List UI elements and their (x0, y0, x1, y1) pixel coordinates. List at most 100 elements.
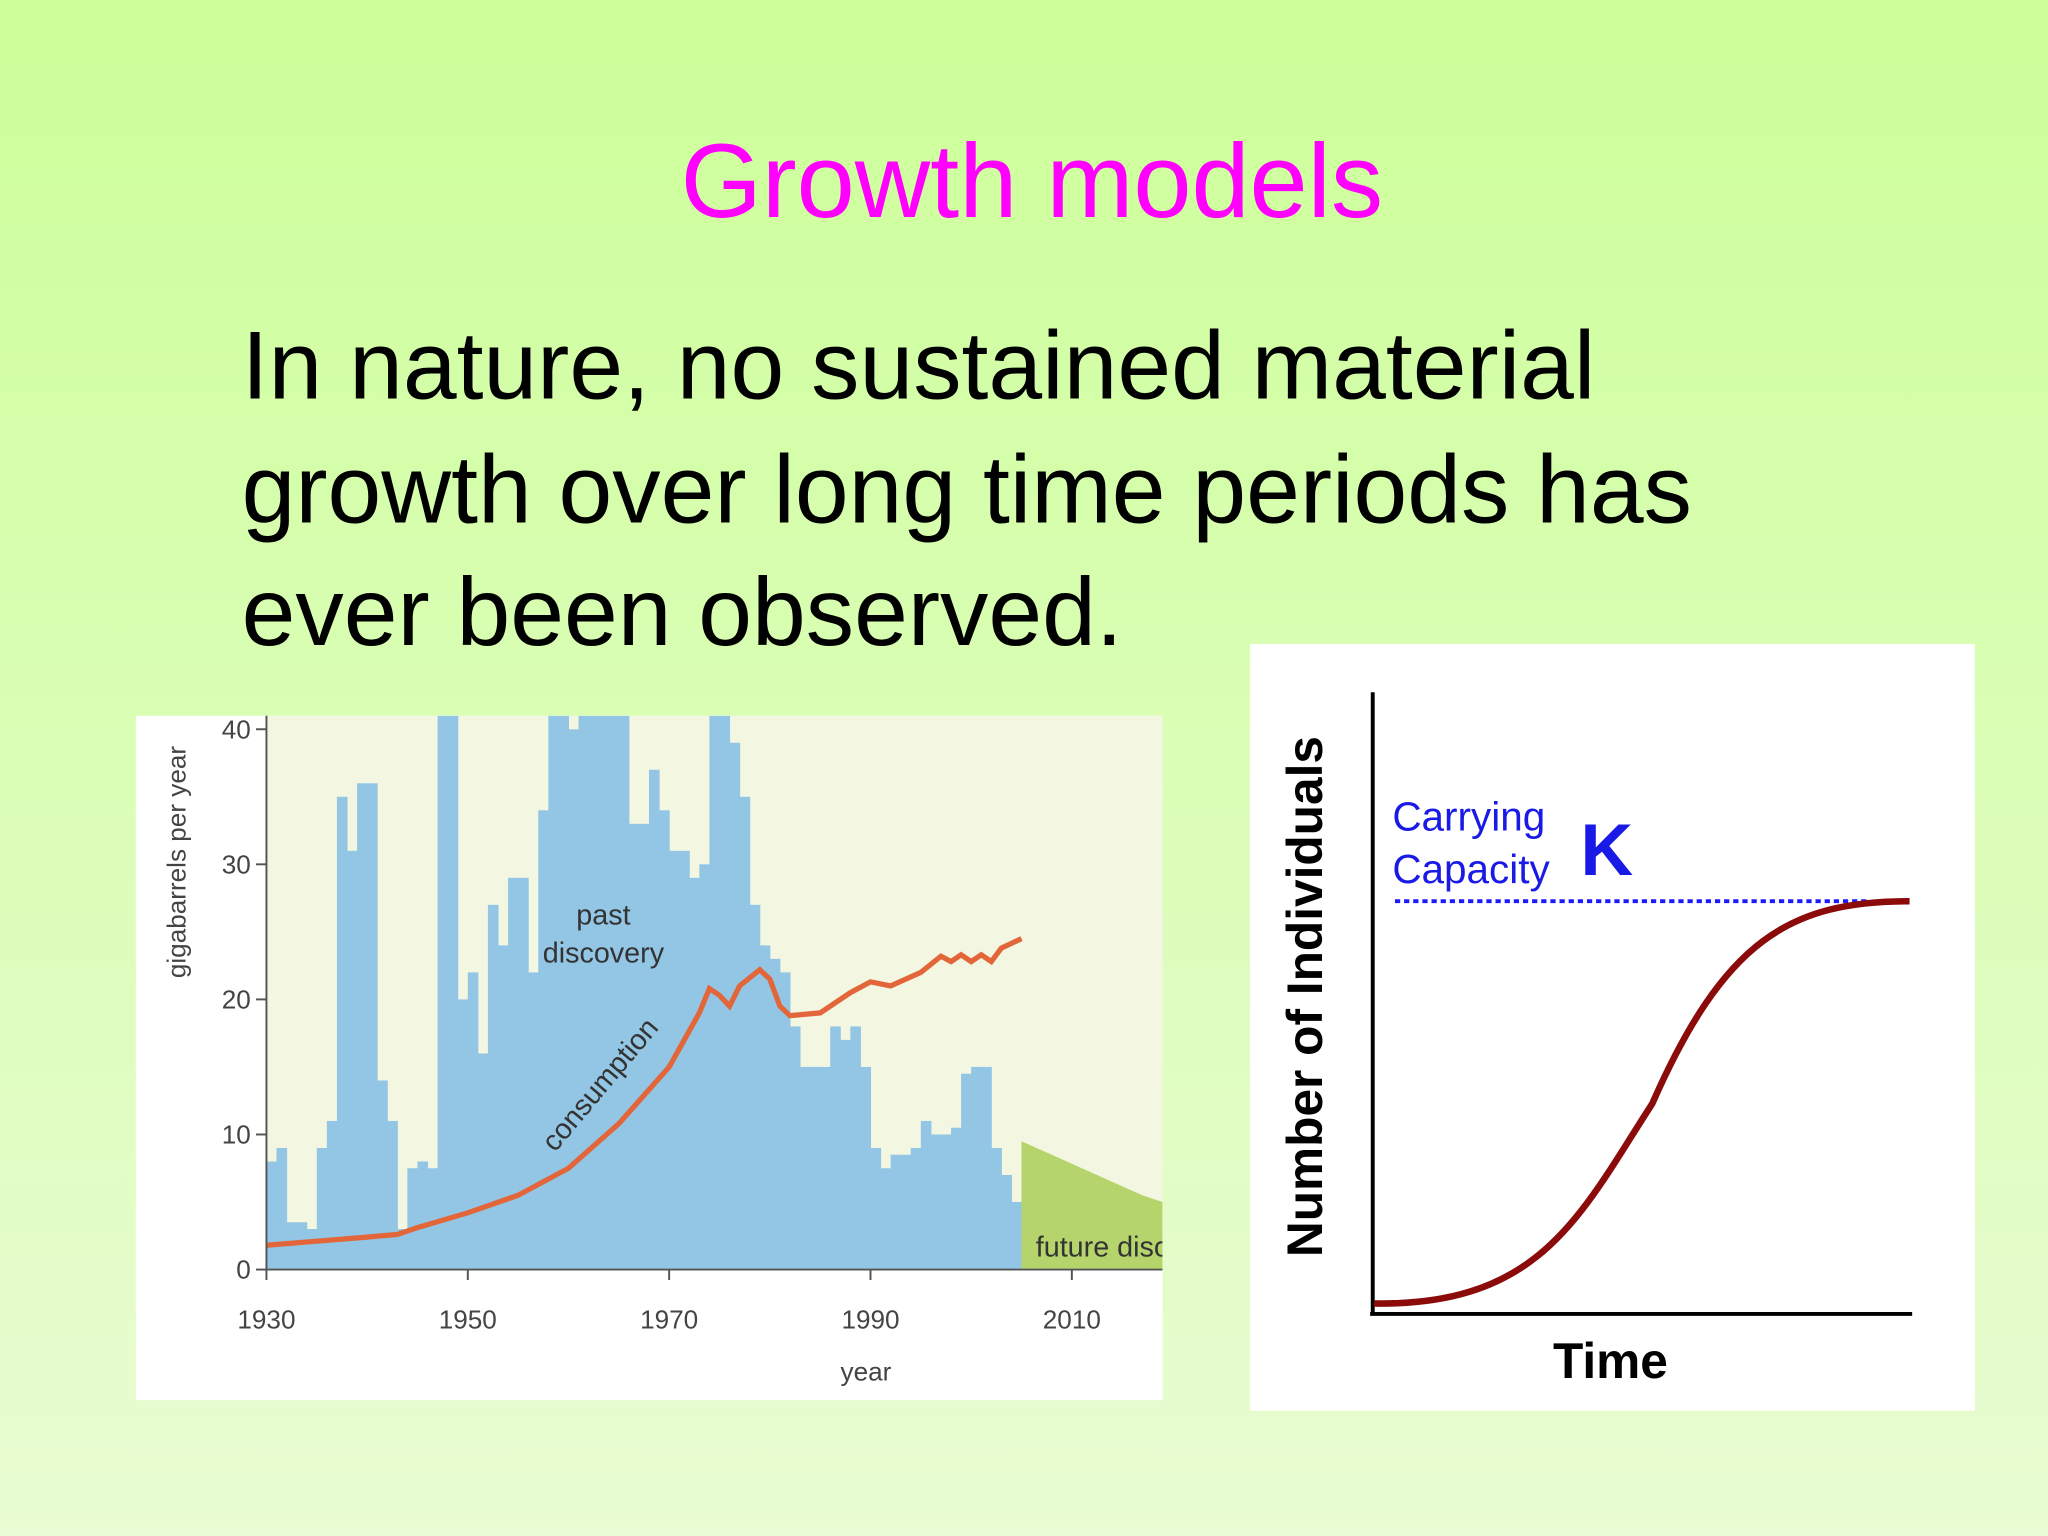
bar (296, 1222, 308, 1270)
x-tick-label: 1930 (237, 1304, 295, 1334)
bar (679, 850, 690, 1270)
logistic-chart: Number of Individuals Time Carrying Capa… (1249, 643, 1975, 1411)
slide-title: Growth models (681, 123, 1384, 240)
bar (769, 958, 781, 1270)
body-text: ever been observed. (242, 559, 1123, 666)
chart-panel (1249, 643, 1975, 1411)
bar (608, 715, 620, 1270)
bar (820, 1066, 831, 1270)
bar (870, 1147, 882, 1270)
bar (951, 1127, 962, 1270)
y-tick-label: 30 (222, 849, 251, 879)
bar (437, 715, 449, 1270)
bar (618, 715, 630, 1270)
bar (699, 864, 710, 1270)
bar (377, 1080, 388, 1270)
bar (548, 715, 559, 1270)
x-axis-label: Time (1553, 1333, 1668, 1389)
bar (719, 715, 731, 1270)
series-label: future discovery (1036, 1231, 1239, 1263)
annotation: Carrying (1392, 794, 1545, 840)
bar (598, 715, 610, 1270)
body-text: In nature, no sustained material (242, 312, 1596, 419)
bar (860, 1066, 872, 1270)
x-tick-label: 1950 (439, 1304, 497, 1334)
bar (417, 1161, 429, 1270)
bar (628, 823, 640, 1270)
area (1021, 1141, 1163, 1270)
bar (306, 1229, 318, 1270)
bar (981, 1066, 992, 1270)
series-label: past discovery (543, 900, 665, 970)
y-axis-label: Number of Individuals (1277, 736, 1333, 1257)
bar (900, 1154, 912, 1270)
k-label: K (1580, 810, 1633, 891)
annotation: Capacity (1392, 846, 1550, 892)
bar (930, 1134, 942, 1270)
bar (558, 715, 569, 1270)
y-tick-label: 0 (236, 1255, 251, 1285)
bar (659, 810, 670, 1270)
line (266, 936, 1023, 1248)
bar (940, 1134, 952, 1270)
bar (387, 1120, 398, 1270)
bar (568, 729, 580, 1270)
x-tick-label: 1970 (640, 1304, 698, 1334)
logistic-curve (1373, 897, 1910, 1307)
bar (316, 1147, 328, 1270)
bar (407, 1168, 418, 1270)
bar (336, 796, 348, 1270)
bar (367, 783, 378, 1270)
bar (649, 769, 660, 1270)
x-axis-label: year (841, 1357, 892, 1387)
bar (477, 1053, 489, 1270)
bar (971, 1066, 982, 1270)
bar (497, 945, 509, 1270)
bar (910, 1147, 922, 1270)
bar (276, 1147, 288, 1270)
bar (850, 1026, 861, 1270)
bar (346, 850, 358, 1270)
bar (689, 877, 700, 1270)
bar (357, 783, 368, 1270)
bar (286, 1222, 298, 1270)
bar (830, 1026, 841, 1270)
bar (991, 1147, 1002, 1270)
bar (1001, 1175, 1012, 1270)
x-tick-label: 1990 (841, 1304, 899, 1334)
bar (588, 715, 600, 1270)
bar (447, 715, 459, 1270)
bar (457, 999, 469, 1270)
bar (487, 904, 499, 1270)
bar (266, 1161, 278, 1270)
bar (427, 1168, 439, 1270)
bar (397, 1229, 408, 1270)
bar (518, 877, 529, 1270)
bar (840, 1039, 851, 1270)
bar (880, 1168, 892, 1270)
bar (810, 1066, 821, 1270)
bar (961, 1073, 972, 1270)
bar (749, 904, 761, 1270)
bar (759, 945, 771, 1270)
bar (538, 810, 549, 1270)
y-axis-label: gigabarrels per year (161, 746, 191, 979)
bar (739, 796, 751, 1270)
bar (800, 1066, 811, 1270)
bar (729, 742, 741, 1270)
x-tick-label: 2010 (1043, 1304, 1101, 1334)
bar (528, 972, 539, 1270)
y-tick-label: 20 (222, 985, 251, 1015)
body-text: growth over long time periods has (242, 436, 1692, 543)
bar (578, 715, 590, 1270)
bar (890, 1154, 902, 1270)
y-tick-label: 40 (222, 714, 251, 744)
bar (326, 1120, 338, 1270)
y-tick-label: 10 (222, 1120, 251, 1150)
bar (467, 972, 479, 1270)
bar (920, 1120, 932, 1270)
bar (779, 972, 791, 1270)
